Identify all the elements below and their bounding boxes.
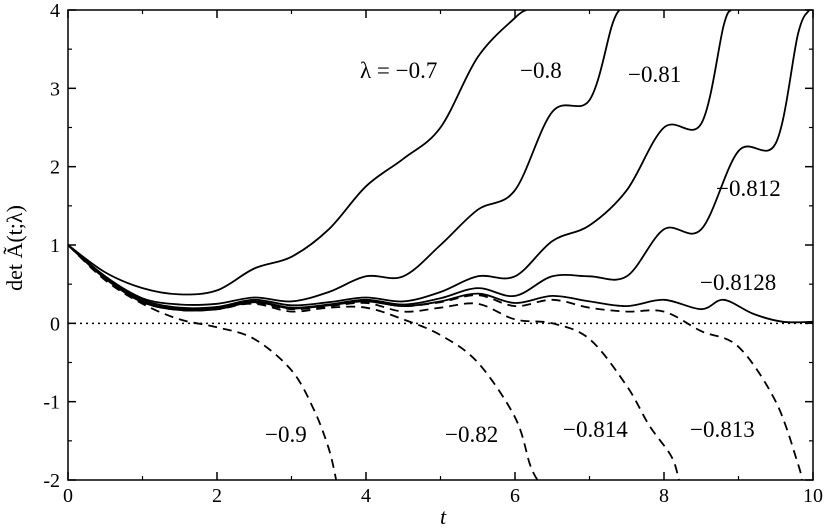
series-line-2 (68, 10, 732, 310)
curve-labels: λ = −0.7 −0.8 −0.81 −0.812 −0.8128 −0.9 −0.82 −… (265, 58, 781, 447)
y-tick-label: 3 (50, 78, 60, 100)
series-label-5: −0.9 (265, 422, 307, 447)
y-tick-label: -1 (43, 392, 60, 414)
series-label-3: −0.812 (716, 176, 781, 201)
y-tick-label: 0 (50, 313, 60, 335)
x-axis-label: t (440, 504, 447, 529)
series-line-8 (68, 244, 803, 480)
y-tick-label: 4 (50, 0, 60, 22)
series-label-7: −0.814 (563, 417, 628, 442)
series-label-0: λ = −0.7 (360, 58, 437, 83)
ticks: 0 2 4 6 8 10 -2 -1 0 1 2 3 4 (43, 0, 823, 507)
series-label-4: −0.8128 (700, 270, 776, 295)
series-line-0 (68, 10, 527, 296)
y-tick-label: 1 (50, 235, 60, 257)
x-tick-label: 8 (659, 485, 669, 507)
series-line-7 (68, 244, 680, 480)
y-tick-label: -2 (43, 470, 60, 492)
x-tick-label: 10 (803, 485, 823, 507)
x-tick-label: 4 (361, 485, 371, 507)
x-tick-label: 0 (63, 485, 73, 507)
series-line-3 (68, 10, 811, 311)
x-tick-label: 6 (510, 485, 520, 507)
series-label-2: −0.81 (628, 62, 681, 87)
series-label-8: −0.813 (690, 417, 755, 442)
series-line-1 (68, 10, 621, 306)
y-tick-label: 2 (50, 157, 60, 179)
curves (68, 10, 813, 480)
series-label-6: −0.82 (445, 422, 498, 447)
y-axis-label: det Ã(t;λ) (2, 205, 27, 291)
x-tick-label: 2 (212, 485, 222, 507)
series-label-1: −0.8 (520, 58, 562, 83)
